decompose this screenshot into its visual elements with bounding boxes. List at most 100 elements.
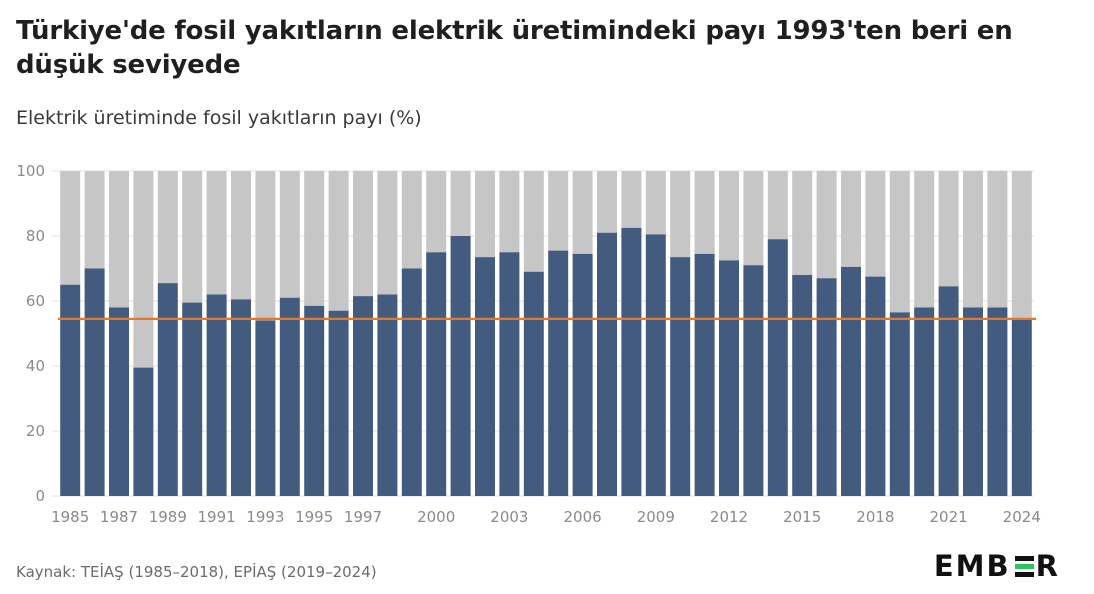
x-tick-label: 2021 [930, 508, 968, 526]
bar-other-share [255, 171, 276, 321]
bar-fossil-share [255, 320, 276, 496]
x-tick-label: 2012 [710, 508, 748, 526]
x-tick-label: 1993 [246, 508, 284, 526]
bar-fossil-share [279, 297, 300, 496]
chart-title: Türkiye'de fosil yakıtların elektrik üre… [16, 16, 1013, 80]
y-tick-label: 40 [26, 357, 45, 375]
bar-other-share [523, 171, 544, 272]
chart-subtitle: Elektrik üretiminde fosil yakıtların pay… [16, 107, 422, 129]
bar-other-share [938, 171, 959, 287]
bar-fossil-share [963, 307, 983, 496]
x-tick-label: 2003 [490, 508, 528, 526]
bar-fossil-share [914, 307, 935, 496]
x-tick-label: 2015 [783, 508, 821, 526]
x-tick-label: 1991 [198, 508, 236, 526]
bar-fossil-share [109, 307, 129, 496]
bar-other-share [792, 171, 813, 275]
bar-other-share [670, 171, 691, 258]
bar-other-share [645, 171, 666, 235]
bar-fossil-share [401, 268, 422, 496]
x-tick-label: 1987 [100, 508, 138, 526]
x-tick-label: 2024 [1003, 508, 1041, 526]
bar-fossil-share [475, 257, 495, 496]
bar-other-share [304, 171, 325, 306]
logo-text-left: EMB [933, 549, 1011, 583]
bar-fossil-share [816, 278, 837, 496]
bar-other-share [963, 171, 983, 308]
bar-other-share [133, 171, 154, 368]
bar-fossil-share [621, 227, 642, 496]
bar-fossil-share [1011, 318, 1032, 496]
bar-other-share [767, 171, 788, 240]
bar-fossil-share [426, 252, 447, 496]
x-tick-label: 1985 [51, 508, 89, 526]
bar-other-share [987, 171, 1008, 308]
bar-fossil-share [133, 367, 154, 496]
y-tick-label: 60 [26, 292, 45, 310]
bar-fossil-share [231, 299, 251, 496]
bar-fossil-share [987, 307, 1008, 496]
bar-fossil-share [523, 271, 544, 496]
bar-fossil-share [694, 253, 715, 496]
bar-other-share [377, 171, 398, 295]
bar-fossil-share [450, 236, 471, 496]
bar-other-share [548, 171, 569, 251]
bar-other-share [841, 171, 861, 267]
x-tick-label: 2000 [417, 508, 455, 526]
bar-fossil-share [719, 260, 739, 496]
bar-fossil-share [792, 275, 813, 496]
y-tick-label: 80 [26, 227, 45, 245]
bar-fossil-share [182, 302, 203, 496]
bar-fossil-share [743, 265, 764, 496]
bar-other-share [279, 171, 300, 298]
x-tick-label: 2006 [564, 508, 602, 526]
bar-fossil-share [889, 312, 910, 496]
bar-other-share [426, 171, 447, 253]
bar-other-share [1011, 171, 1032, 319]
bar-other-share [889, 171, 910, 313]
bar-other-share [450, 171, 471, 236]
bar-other-share [475, 171, 495, 258]
bar-fossil-share [670, 257, 691, 496]
bar-fossil-share [377, 294, 398, 496]
bar-fossil-share [841, 266, 861, 496]
bar-other-share [60, 171, 81, 285]
bar-other-share [816, 171, 837, 279]
bar-fossil-share [645, 234, 666, 496]
y-tick-label: 20 [26, 422, 45, 440]
bar-other-share [865, 171, 886, 277]
ember-logo: EMB R [934, 547, 1060, 585]
bar-fossil-share [328, 310, 349, 496]
bar-fossil-share [206, 294, 227, 496]
bar-other-share [597, 171, 617, 233]
bar-other-share [719, 171, 739, 261]
bar-fossil-share [597, 232, 617, 496]
bar-fossil-share [548, 250, 569, 496]
bar-fossil-share [865, 276, 886, 496]
bar-other-share [694, 171, 715, 254]
bar-fossil-share [938, 286, 959, 496]
logo-text-right: R [1035, 549, 1060, 583]
bar-other-share [206, 171, 227, 295]
bar-other-share [621, 171, 642, 228]
x-tick-label: 2009 [637, 508, 675, 526]
bar-other-share [914, 171, 935, 308]
bar-other-share [353, 171, 373, 297]
bar-other-share [499, 171, 520, 253]
bar-fossil-share [84, 268, 105, 496]
x-tick-label: 2018 [856, 508, 894, 526]
y-tick-label: 0 [35, 487, 45, 505]
x-tick-label: 1995 [295, 508, 333, 526]
bar-other-share [328, 171, 349, 311]
bar-fossil-share [157, 283, 178, 496]
source-note: Kaynak: TEİAŞ (1985–2018), EPİAŞ (2019–2… [16, 563, 377, 581]
bar-other-share [743, 171, 764, 266]
bar-fossil-share [572, 253, 593, 496]
bar-other-share [572, 171, 593, 254]
x-tick-label: 1997 [344, 508, 382, 526]
bar-fossil-share [60, 284, 81, 496]
y-tick-label: 100 [16, 162, 45, 180]
bar-fossil-share [499, 252, 520, 496]
bar-other-share [231, 171, 251, 300]
